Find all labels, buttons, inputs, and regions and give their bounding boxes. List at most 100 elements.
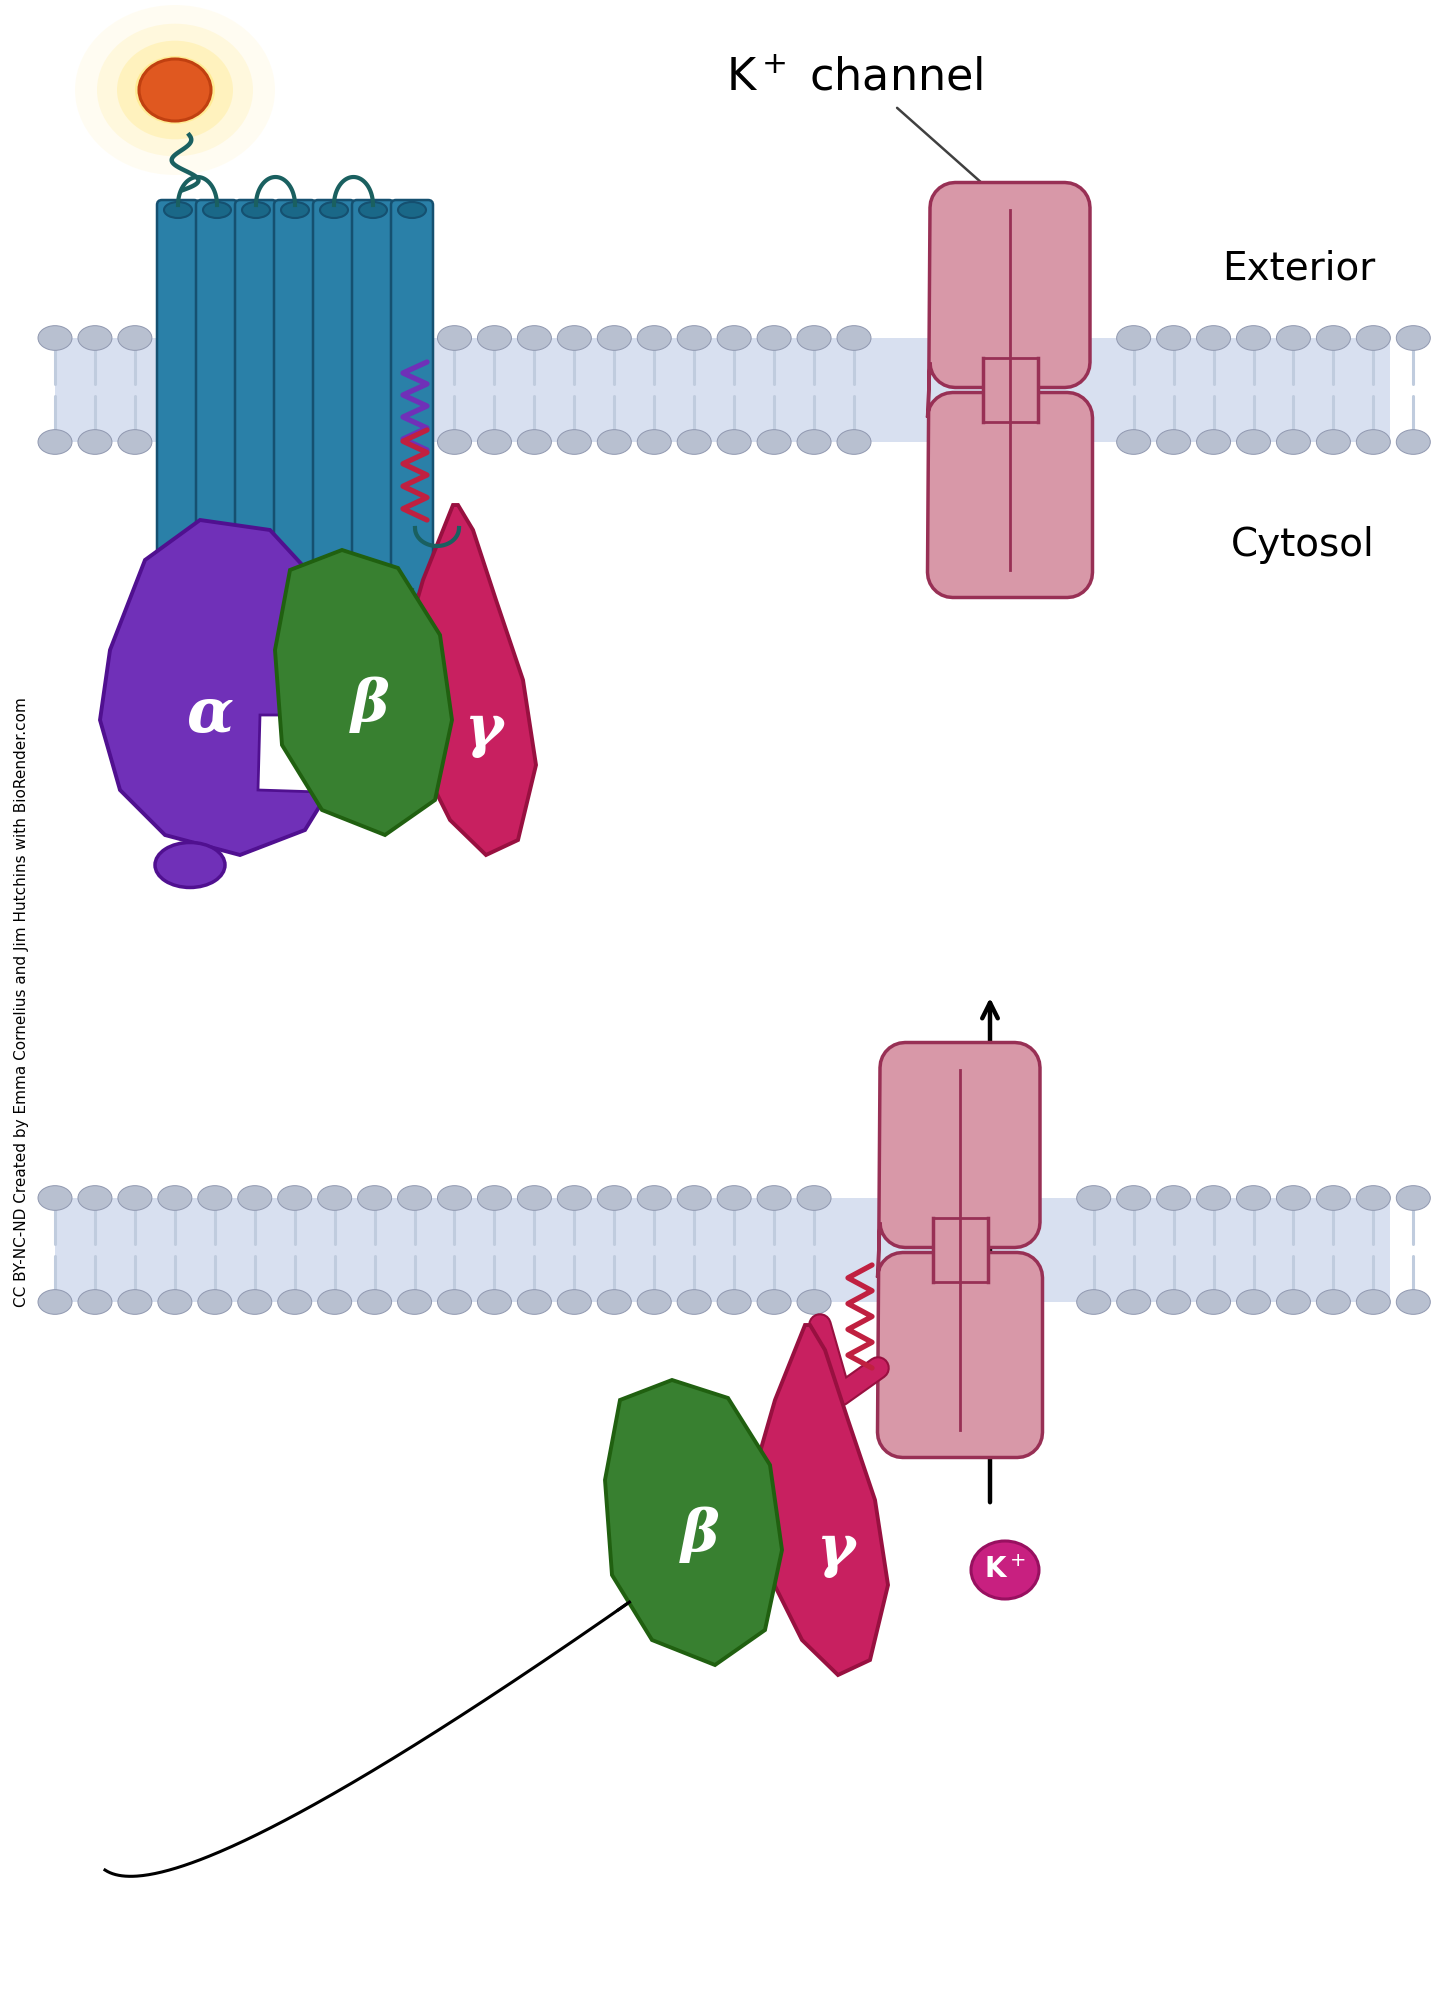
Ellipse shape	[797, 429, 832, 455]
FancyBboxPatch shape	[235, 200, 277, 595]
Ellipse shape	[557, 429, 592, 455]
Ellipse shape	[157, 1291, 192, 1315]
Ellipse shape	[478, 1291, 511, 1315]
Ellipse shape	[118, 327, 152, 351]
Ellipse shape	[1317, 1186, 1350, 1210]
Ellipse shape	[1276, 327, 1311, 351]
Polygon shape	[605, 1381, 783, 1665]
Ellipse shape	[797, 1291, 832, 1315]
Ellipse shape	[598, 1291, 631, 1315]
FancyBboxPatch shape	[352, 200, 394, 595]
Ellipse shape	[75, 4, 274, 174]
Ellipse shape	[318, 1291, 352, 1315]
Ellipse shape	[1197, 429, 1230, 455]
FancyBboxPatch shape	[157, 200, 199, 595]
Polygon shape	[752, 1325, 888, 1675]
Text: γ: γ	[816, 1521, 855, 1579]
Ellipse shape	[1197, 1291, 1230, 1315]
Ellipse shape	[517, 429, 552, 455]
Ellipse shape	[1356, 429, 1391, 455]
Ellipse shape	[1197, 1186, 1230, 1210]
Ellipse shape	[718, 429, 751, 455]
Ellipse shape	[637, 1291, 671, 1315]
Ellipse shape	[438, 429, 472, 455]
Ellipse shape	[478, 1186, 511, 1210]
Ellipse shape	[838, 429, 871, 455]
Ellipse shape	[757, 1186, 791, 1210]
Text: K$^+$ channel: K$^+$ channel	[726, 56, 983, 100]
Ellipse shape	[1116, 1291, 1151, 1315]
Ellipse shape	[677, 1291, 712, 1315]
Text: β: β	[680, 1507, 719, 1563]
Ellipse shape	[78, 327, 113, 351]
Text: Exterior: Exterior	[1222, 248, 1375, 287]
Ellipse shape	[238, 1186, 271, 1210]
Ellipse shape	[757, 327, 791, 351]
Polygon shape	[927, 182, 1093, 597]
Ellipse shape	[797, 327, 832, 351]
Ellipse shape	[243, 202, 270, 218]
Ellipse shape	[78, 1291, 113, 1315]
Text: Cytosol: Cytosol	[1232, 525, 1375, 563]
Ellipse shape	[478, 327, 511, 351]
Ellipse shape	[1116, 1186, 1151, 1210]
Text: K$^+$: K$^+$	[983, 1555, 1027, 1583]
Ellipse shape	[1116, 327, 1151, 351]
Ellipse shape	[38, 429, 72, 455]
Ellipse shape	[517, 1186, 552, 1210]
Ellipse shape	[797, 1186, 832, 1210]
Ellipse shape	[165, 202, 192, 218]
Ellipse shape	[1396, 429, 1431, 455]
Ellipse shape	[318, 1186, 352, 1210]
Bar	[933, 1218, 988, 1283]
Polygon shape	[400, 505, 536, 856]
FancyBboxPatch shape	[313, 200, 355, 595]
Ellipse shape	[637, 327, 671, 351]
Ellipse shape	[598, 1186, 631, 1210]
Ellipse shape	[1317, 1291, 1350, 1315]
FancyBboxPatch shape	[391, 200, 433, 595]
Ellipse shape	[397, 1291, 432, 1315]
Ellipse shape	[757, 429, 791, 455]
Ellipse shape	[557, 327, 592, 351]
Ellipse shape	[1396, 1186, 1431, 1210]
Ellipse shape	[277, 1186, 312, 1210]
Ellipse shape	[118, 429, 152, 455]
Polygon shape	[274, 549, 452, 836]
Ellipse shape	[478, 429, 511, 455]
Ellipse shape	[1236, 1186, 1271, 1210]
Ellipse shape	[637, 429, 671, 455]
Ellipse shape	[438, 1291, 472, 1315]
Ellipse shape	[399, 202, 426, 218]
Ellipse shape	[134, 56, 215, 124]
Ellipse shape	[1236, 429, 1271, 455]
Ellipse shape	[757, 1291, 791, 1315]
Ellipse shape	[970, 1541, 1040, 1599]
Ellipse shape	[155, 842, 225, 888]
Ellipse shape	[677, 429, 712, 455]
Ellipse shape	[1157, 1291, 1191, 1315]
Ellipse shape	[1317, 327, 1350, 351]
Text: β: β	[351, 677, 390, 733]
Ellipse shape	[557, 1291, 592, 1315]
Ellipse shape	[1396, 1291, 1431, 1315]
Ellipse shape	[718, 327, 751, 351]
Ellipse shape	[282, 202, 309, 218]
Ellipse shape	[1197, 327, 1230, 351]
Ellipse shape	[718, 1291, 751, 1315]
Bar	[55, 1198, 1391, 1303]
Ellipse shape	[204, 202, 231, 218]
Ellipse shape	[1276, 1186, 1311, 1210]
Ellipse shape	[517, 1291, 552, 1315]
Ellipse shape	[277, 1291, 312, 1315]
Ellipse shape	[1077, 1186, 1110, 1210]
Ellipse shape	[677, 327, 712, 351]
Ellipse shape	[1157, 327, 1191, 351]
Ellipse shape	[38, 327, 72, 351]
Ellipse shape	[38, 1291, 72, 1315]
Ellipse shape	[1356, 1291, 1391, 1315]
Ellipse shape	[517, 327, 552, 351]
Ellipse shape	[677, 1186, 712, 1210]
Bar	[55, 339, 1391, 443]
Text: α: α	[186, 685, 234, 745]
